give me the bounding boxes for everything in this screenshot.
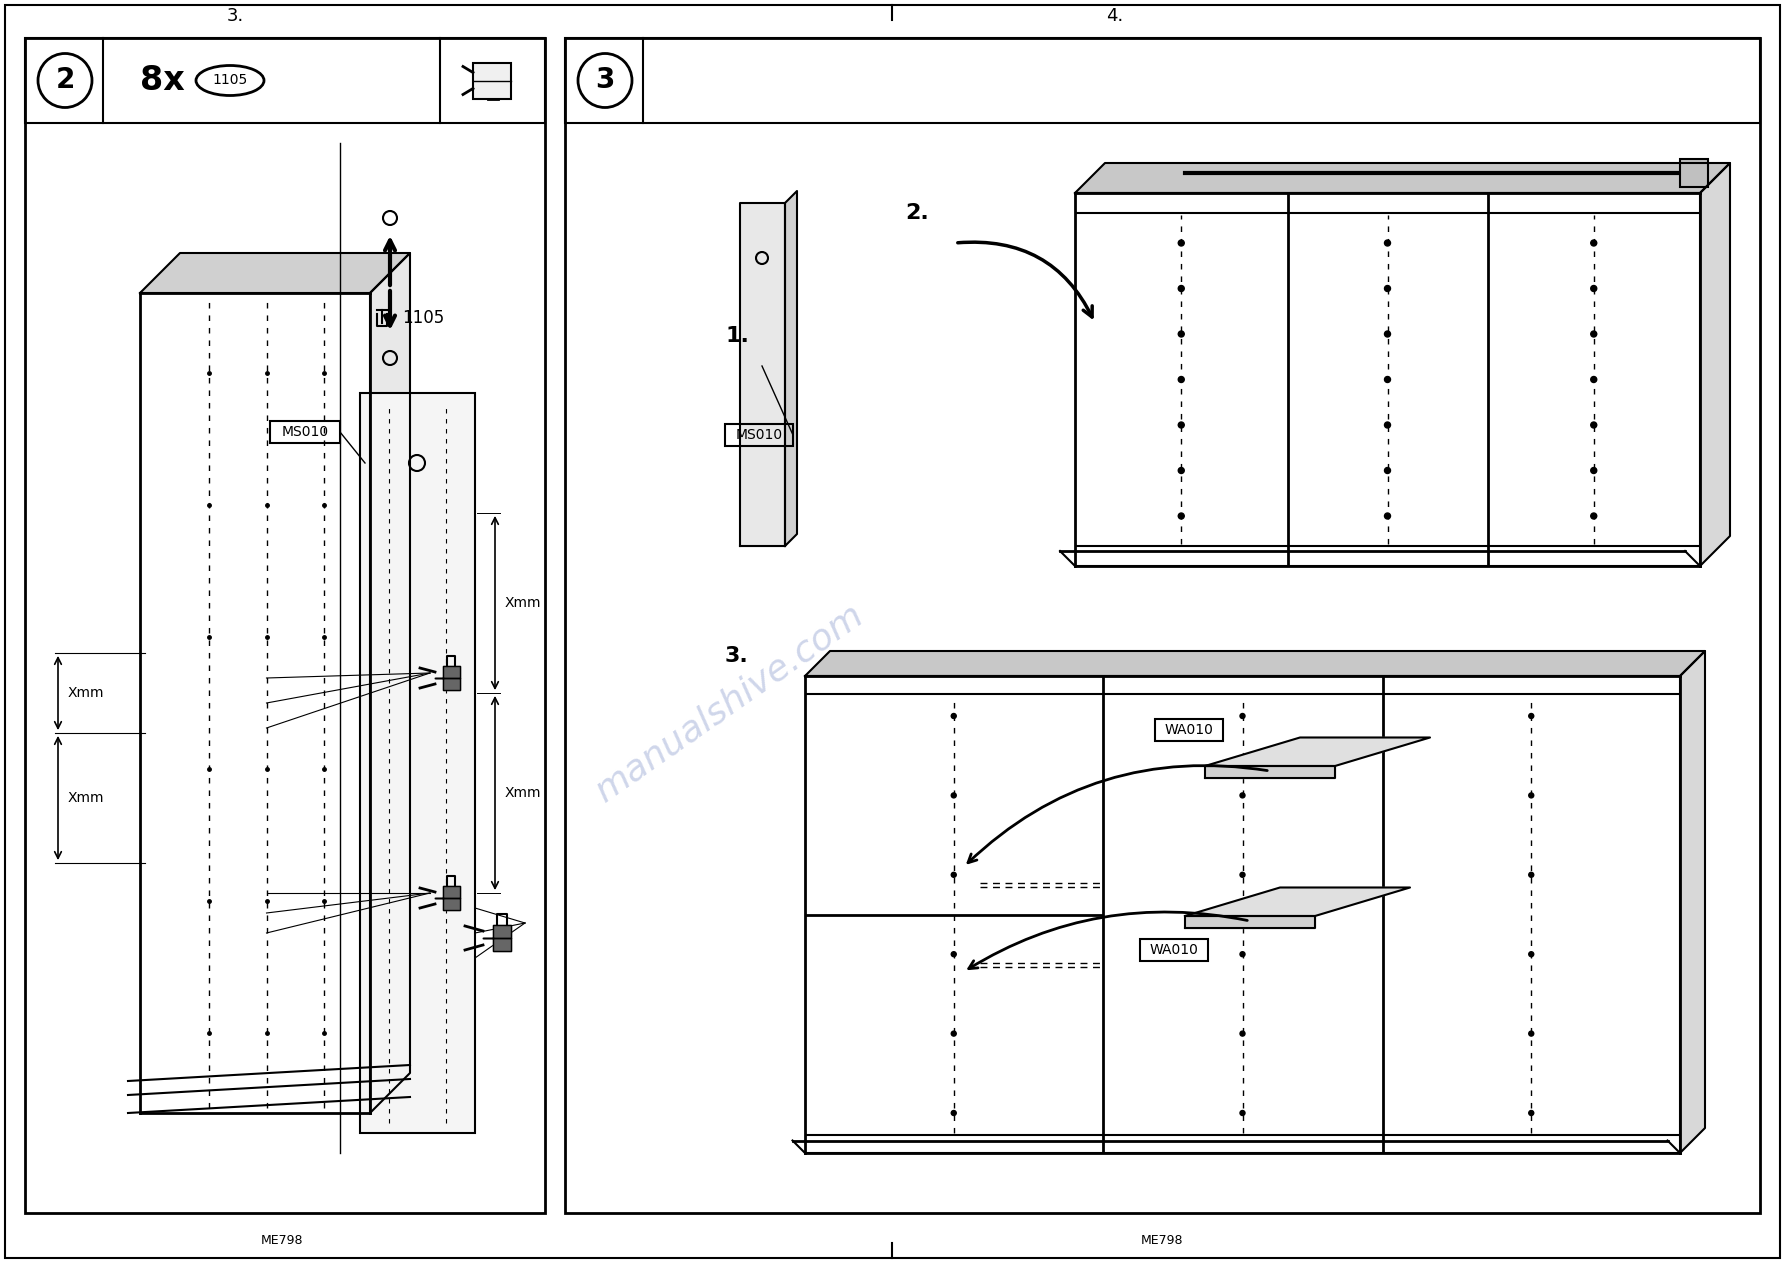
Polygon shape: [369, 253, 411, 1113]
Circle shape: [1178, 240, 1183, 246]
Polygon shape: [436, 887, 461, 911]
Circle shape: [951, 793, 957, 798]
Polygon shape: [1680, 650, 1705, 1153]
Text: WA010: WA010: [1164, 722, 1214, 738]
Circle shape: [1528, 1031, 1533, 1036]
Text: ME798: ME798: [1141, 1234, 1183, 1248]
Polygon shape: [139, 253, 411, 293]
Polygon shape: [436, 666, 461, 690]
Circle shape: [1178, 285, 1183, 292]
Circle shape: [1590, 331, 1598, 337]
Text: 3: 3: [596, 67, 614, 95]
Bar: [25, 38, 544, 123]
Circle shape: [1178, 513, 1183, 519]
Circle shape: [1528, 952, 1533, 956]
Text: 1.: 1.: [725, 326, 750, 346]
Text: 3.: 3.: [227, 8, 243, 25]
Bar: [361, 393, 475, 1133]
Circle shape: [951, 873, 957, 878]
Circle shape: [1178, 422, 1183, 428]
Circle shape: [1590, 240, 1598, 246]
Polygon shape: [1205, 738, 1430, 765]
Text: ME798: ME798: [261, 1234, 303, 1248]
Text: 3.: 3.: [725, 645, 748, 666]
Circle shape: [1241, 1110, 1244, 1115]
Polygon shape: [1185, 888, 1410, 916]
Polygon shape: [484, 925, 511, 951]
Circle shape: [1385, 467, 1391, 474]
Circle shape: [1385, 331, 1391, 337]
Circle shape: [951, 714, 957, 719]
Bar: [1141, 938, 1208, 961]
Polygon shape: [805, 650, 1705, 676]
Circle shape: [1590, 513, 1598, 519]
Circle shape: [1241, 1031, 1244, 1036]
Circle shape: [1590, 422, 1598, 428]
Circle shape: [1178, 467, 1183, 474]
Circle shape: [1590, 376, 1598, 383]
Bar: [25, 38, 544, 1212]
Circle shape: [951, 952, 957, 956]
Polygon shape: [1699, 163, 1730, 566]
Polygon shape: [1205, 765, 1335, 778]
Circle shape: [1385, 240, 1391, 246]
Text: MS010: MS010: [282, 426, 328, 440]
Text: manualshive.com: manualshive.com: [589, 597, 871, 808]
Circle shape: [1241, 873, 1244, 878]
Circle shape: [1385, 285, 1391, 292]
Polygon shape: [1185, 916, 1316, 928]
Text: Xmm: Xmm: [505, 596, 541, 610]
Text: MS010: MS010: [735, 428, 782, 442]
Circle shape: [951, 1110, 957, 1115]
Text: 2.: 2.: [905, 203, 928, 224]
Text: Xmm: Xmm: [68, 686, 105, 700]
Circle shape: [1385, 376, 1391, 383]
Text: Xmm: Xmm: [505, 786, 541, 799]
Bar: [1680, 159, 1708, 187]
Circle shape: [1528, 714, 1533, 719]
Bar: [1155, 719, 1223, 741]
Text: Xmm: Xmm: [68, 791, 105, 805]
Text: WA010: WA010: [1150, 943, 1198, 957]
Polygon shape: [741, 203, 785, 546]
Circle shape: [1178, 331, 1183, 337]
Circle shape: [1241, 714, 1244, 719]
Circle shape: [951, 1031, 957, 1036]
Circle shape: [1178, 376, 1183, 383]
Circle shape: [1385, 513, 1391, 519]
Bar: [566, 38, 1760, 123]
Circle shape: [1590, 467, 1598, 474]
Text: 4.: 4.: [1107, 8, 1123, 25]
Bar: [270, 421, 339, 443]
Bar: [725, 424, 793, 446]
Circle shape: [1241, 793, 1244, 798]
Text: 1105: 1105: [402, 309, 444, 327]
Circle shape: [1528, 873, 1533, 878]
Text: 1105: 1105: [212, 73, 248, 87]
Bar: [473, 62, 511, 99]
Circle shape: [1241, 952, 1244, 956]
Text: 8x: 8x: [139, 64, 186, 97]
Polygon shape: [785, 191, 796, 546]
Text: 2: 2: [55, 67, 75, 95]
Circle shape: [1528, 793, 1533, 798]
Bar: [566, 38, 1760, 1212]
Polygon shape: [1075, 163, 1730, 193]
Circle shape: [1528, 1110, 1533, 1115]
Circle shape: [1385, 422, 1391, 428]
Circle shape: [1590, 285, 1598, 292]
